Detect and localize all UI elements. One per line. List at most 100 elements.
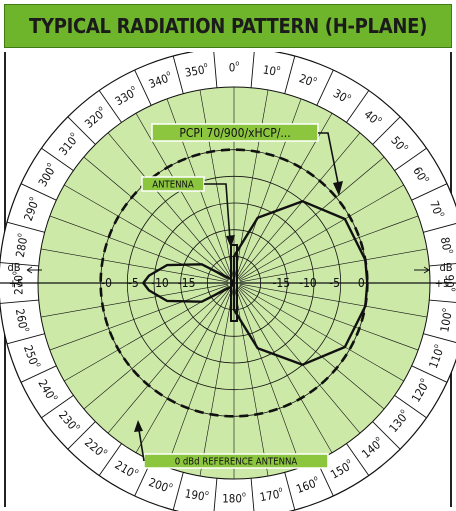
grid-spoke — [238, 156, 385, 280]
radial-tick-label: -5 — [128, 276, 139, 290]
reference-leader-head — [134, 420, 143, 432]
degree-sign: o — [373, 434, 381, 443]
left-db-label: dB — [7, 261, 20, 274]
ring-divider — [134, 69, 152, 106]
series-leader — [318, 132, 340, 189]
radial-tick-label: 0 — [358, 276, 365, 290]
ring-divider — [172, 55, 184, 94]
degree-sign: o — [129, 83, 136, 92]
degree-sign: o — [438, 211, 447, 217]
degree-sign: o — [51, 394, 60, 401]
angle-label: 70o — [427, 199, 447, 220]
series-group — [142, 200, 369, 366]
degree-sign: o — [440, 307, 449, 312]
degree-sign: o — [432, 343, 441, 349]
radial-tick-label: -0 — [101, 276, 112, 290]
degree-sign: o — [74, 422, 83, 430]
antenna-annotation: ANTENNA — [152, 179, 194, 190]
ring-divider — [0, 299, 39, 304]
ring-divider — [213, 52, 218, 88]
ring-divider — [67, 116, 96, 145]
degree-sign: o — [447, 249, 456, 254]
degree-sign: o — [204, 489, 209, 498]
degree-sign: o — [450, 288, 456, 292]
series-leader-head — [333, 181, 343, 196]
angle-label: 60o — [410, 164, 432, 186]
right-plus-label: +5 — [435, 277, 450, 290]
side-scale-labels: dB +5 dB +5 — [7, 261, 452, 290]
grid-spoke — [239, 248, 428, 283]
radial-tick-label: -15 — [273, 276, 291, 290]
reference-leader — [138, 429, 145, 462]
radial-tick-label: -5 — [329, 276, 340, 290]
degree-sign: o — [96, 104, 104, 113]
reference-annotation: 0 dBd REFERENCE ANTENNA — [175, 456, 298, 467]
angle-label: 350o — [184, 61, 210, 80]
grid-spoke — [239, 215, 419, 282]
degree-sign: o — [312, 474, 318, 483]
ring-divider — [250, 52, 255, 88]
angle-label: 190o — [184, 485, 210, 504]
angle-label: 280o — [12, 232, 31, 258]
ring-divider — [411, 183, 448, 201]
degree-sign: o — [44, 161, 53, 168]
ring-divider — [346, 90, 370, 123]
angle-label: 180o — [222, 491, 246, 506]
series-line — [142, 200, 369, 366]
radial-tick-label: -10 — [151, 276, 169, 290]
ring-divider — [394, 395, 427, 419]
angle-ring: 0o10o20o30o40o50o60o70o80o90o100o110o120… — [0, 52, 456, 511]
ring-divider — [6, 333, 45, 345]
degree-sign: o — [345, 457, 352, 466]
ring-divider — [0, 262, 39, 267]
ring-divider — [423, 223, 456, 233]
ring-divider — [346, 443, 370, 476]
degree-sign: o — [278, 485, 283, 494]
degree-sign: o — [203, 61, 208, 70]
degree-sign: o — [34, 361, 43, 367]
degree-sign: o — [168, 481, 174, 490]
ring-divider — [41, 395, 74, 419]
chart-title: TYPICAL RADIATION PATTERN (H-PLANE) — [29, 14, 427, 38]
degree-sign: o — [15, 232, 24, 237]
degree-sign: o — [165, 69, 171, 78]
left-plus-label: +5 — [9, 277, 24, 290]
angle-label: 100o — [436, 307, 455, 333]
ring-divider — [20, 183, 57, 201]
grid-spoke — [135, 288, 232, 453]
ring-divider — [316, 69, 334, 106]
radial-tick-label: -10 — [299, 276, 317, 290]
angle-label: 80o — [438, 236, 456, 256]
grid-spoke — [107, 132, 231, 279]
grid-spoke — [237, 132, 361, 279]
ring-divider — [6, 221, 45, 233]
grid-spoke — [40, 283, 229, 318]
degree-sign: o — [102, 447, 110, 456]
right-db-label: dB — [439, 261, 452, 274]
ring-divider — [172, 472, 184, 511]
degree-sign: o — [312, 75, 318, 84]
ring-divider — [372, 116, 401, 145]
grid-spoke — [166, 288, 233, 468]
grid-spoke — [239, 283, 428, 318]
grid-spoke — [235, 288, 302, 468]
degree-sign: o — [398, 407, 407, 415]
ring-divider — [67, 421, 96, 450]
degree-sign: o — [27, 195, 36, 201]
ring-divider — [20, 365, 57, 383]
antenna-element — [230, 244, 238, 322]
degree-sign: o — [346, 92, 353, 101]
degree-sign: o — [242, 491, 246, 499]
annotations: PCPI 70/900/xHCP/... ANTENNA 0 dBd REFEREN… — [134, 123, 343, 469]
ring-divider — [372, 421, 401, 450]
degree-sign: o — [23, 327, 32, 332]
grid-spoke — [107, 287, 231, 434]
degree-sign: o — [133, 467, 140, 476]
degree-sign: o — [402, 143, 411, 151]
grid-spoke — [239, 285, 404, 382]
series-annotation: PCPI 70/900/xHCP/... — [179, 126, 290, 140]
grid-spoke — [40, 248, 229, 283]
left-arrow — [26, 266, 42, 274]
degree-sign: o — [68, 130, 77, 138]
right-arrow — [414, 266, 430, 274]
